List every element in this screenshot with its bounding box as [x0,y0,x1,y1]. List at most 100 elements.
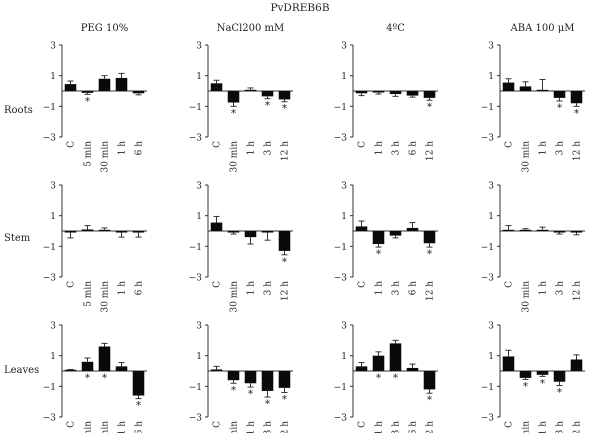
x-tick-label: 12 h [426,281,436,301]
y-tick-label: −1 [481,383,494,393]
bar-30-min [227,231,240,233]
y-tick-label: −3 [189,414,203,424]
y-tick-label: 3 [488,322,494,332]
x-tick-label: C [358,281,368,288]
x-tick-label: 6 h [135,141,145,156]
x-tick-label: 3 h [556,281,566,296]
bar-c [502,356,515,371]
y-tick-label: 1 [50,352,56,362]
x-tick-label: 3 h [264,281,274,296]
x-tick-label: 30 min [230,421,240,433]
bar-3-h [553,231,566,233]
x-tick-label: 1 h [539,141,549,156]
panel-peg-10-leaves: 3 1 −1 −3 C * 5 min * 30 min 1 h * 6 h [43,322,147,433]
bar-1-h [115,77,128,91]
bar-3-h [389,91,402,95]
x-tick-label: 5 min [84,421,94,433]
y-tick-label: 1 [196,352,202,362]
x-tick-label: 1 h [539,421,549,433]
panel-aba-100-m-roots: 3 1 −1 −3 C 30 min 1 h * 3 h * 12 h [481,42,585,173]
bar-6-h [406,91,419,96]
y-tick-label: −3 [481,274,495,284]
x-tick-label: C [505,281,515,288]
significance-marker: * [265,101,270,112]
x-tick-label: 30 min [522,421,532,433]
y-tick-label: 1 [341,212,347,222]
x-tick-label: 12 h [281,281,291,301]
bar-c [210,222,223,231]
x-tick-label: C [505,421,515,428]
bar-1-h [244,89,257,91]
x-tick-label: 1 h [118,421,128,433]
bar-5-min [81,361,94,371]
y-tick-label: −3 [189,134,203,144]
tissue-label-roots: Roots [4,105,33,116]
bar-12-h [278,231,291,251]
x-tick-label: 30 min [101,141,111,173]
bar-30-min [98,346,111,371]
bar-1-h [115,231,128,233]
y-tick-label: −3 [43,274,57,284]
significance-marker: * [265,399,270,410]
x-tick-label: 6 h [409,141,419,156]
y-tick-label: 3 [50,182,56,192]
significance-marker: * [231,108,236,119]
y-tick-label: −3 [334,274,348,284]
bar-30-min [519,86,532,91]
x-tick-label: 1 h [118,281,128,296]
y-tick-label: 3 [341,322,347,332]
y-tick-label: 1 [488,352,494,362]
bar-3-h [261,231,274,233]
y-tick-label: 3 [196,182,202,192]
bar-5-min [81,91,94,93]
x-tick-label: 30 min [101,281,111,313]
tissue-labels: Roots Stem Leaves [4,105,39,376]
y-tick-label: 3 [196,42,202,52]
x-tick-label: 12 h [281,141,291,161]
bar-c [355,366,368,371]
x-tick-label: 12 h [573,141,583,161]
x-tick-label: 6 h [409,421,419,433]
x-tick-label: C [67,421,77,428]
bar-6-h [132,91,145,94]
tissue-label-stem: Stem [4,233,31,244]
panel-4-c-roots: 3 1 −1 −3 C 1 h 3 h 6 h * 12 h [334,42,438,161]
x-tick-label: 1 h [375,141,385,156]
panel-peg-10-stem: 3 1 −1 −3 C 5 min 30 min 1 h 6 h [43,182,147,313]
treatment-title: PEG 10% [81,23,128,34]
x-tick-label: C [213,281,223,288]
x-tick-label: C [358,421,368,428]
x-tick-label: 5 min [84,281,94,307]
bar-1-h [536,229,549,231]
bar-c [355,226,368,231]
y-tick-label: 1 [196,72,202,82]
x-tick-label: 30 min [101,421,111,433]
significance-marker: * [393,373,398,384]
x-tick-label: 6 h [135,281,145,296]
y-tick-label: 1 [50,72,56,82]
significance-marker: * [523,381,528,392]
y-tick-label: 3 [341,42,347,52]
y-tick-label: 1 [488,212,494,222]
significance-marker: * [376,249,381,260]
bar-1-h [244,231,257,238]
panel-4-c-stem: 3 1 −1 −3 C * 1 h 3 h 6 h * 12 h [334,182,438,301]
x-tick-label: C [213,421,223,428]
x-tick-label: 1 h [247,281,257,296]
bar-1-h [372,355,385,371]
x-tick-label: 3 h [556,421,566,433]
bar-12-h [423,231,436,244]
bar-3-h [389,343,402,371]
tissue-label-leaves: Leaves [4,365,39,376]
significance-marker: * [231,385,236,396]
y-tick-label: 3 [50,42,56,52]
x-tick-label: 3 h [392,421,402,433]
x-tick-label: 3 h [556,141,566,156]
treatment-column-4-c: 4ºC 3 1 −1 −3 C 1 h 3 h 6 h * 12 h 3 1 −1 −3 C * 1 h 3 h 6 … [334,23,438,433]
bar-3-h [553,371,566,382]
y-tick-label: 1 [196,212,202,222]
x-tick-label: 3 h [264,141,274,156]
y-tick-label: −1 [481,243,494,253]
significance-marker: * [85,96,90,107]
y-tick-label: −1 [481,103,494,113]
